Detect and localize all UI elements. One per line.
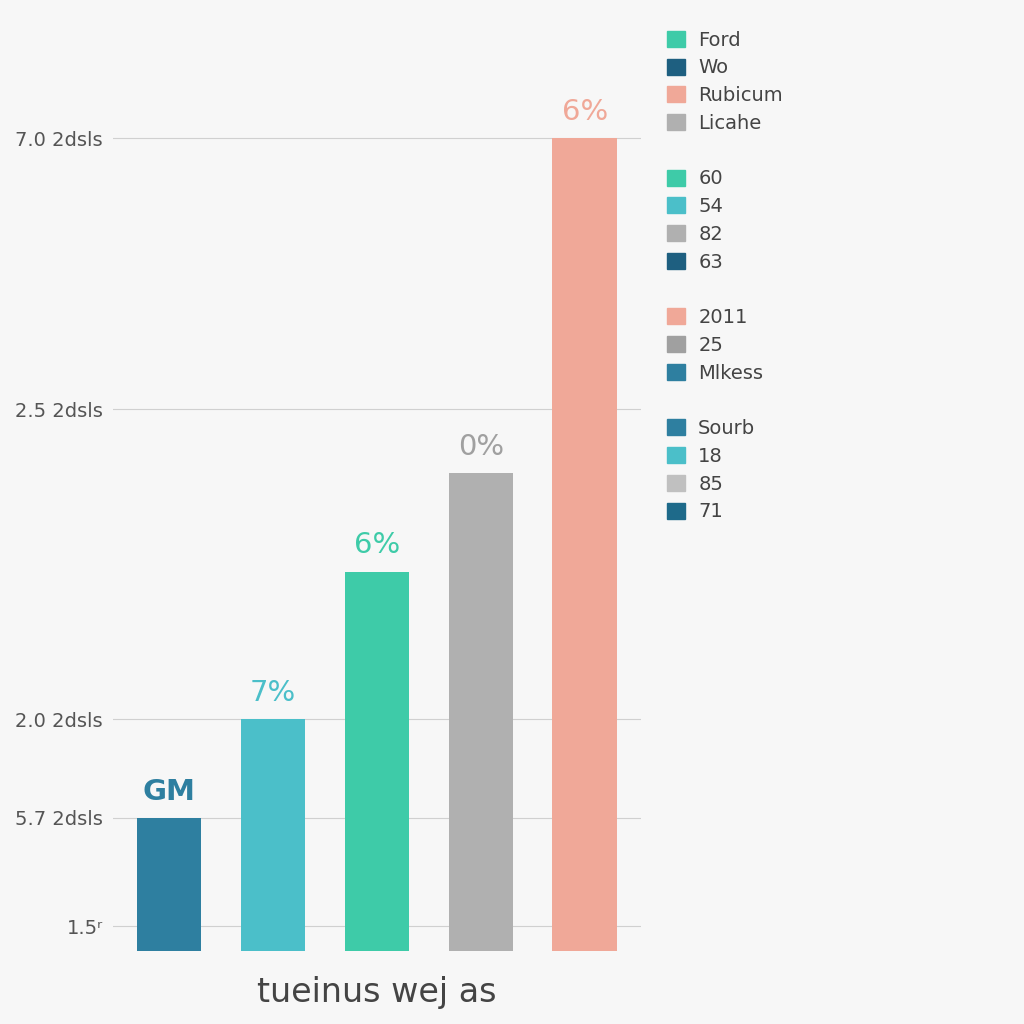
Legend: Ford, Wo, Rubicum, Licahe,  , 60, 54, 82, 63,  , 2011, 25, Mlkess,  , Sourb, 18,: Ford, Wo, Rubicum, Licahe, , 60, 54, 82,… [662,25,788,527]
Bar [449,473,513,951]
Bar [344,571,409,951]
X-axis label: tueinus wej as: tueinus wej as [257,976,497,1009]
Text: GM: GM [142,777,196,806]
Text: 0%: 0% [458,433,504,461]
Text: 6%: 6% [561,98,608,126]
Text: 7%: 7% [250,679,296,708]
Bar [553,138,616,951]
Bar [241,720,305,951]
Text: 6%: 6% [353,531,400,559]
Bar [136,818,201,951]
